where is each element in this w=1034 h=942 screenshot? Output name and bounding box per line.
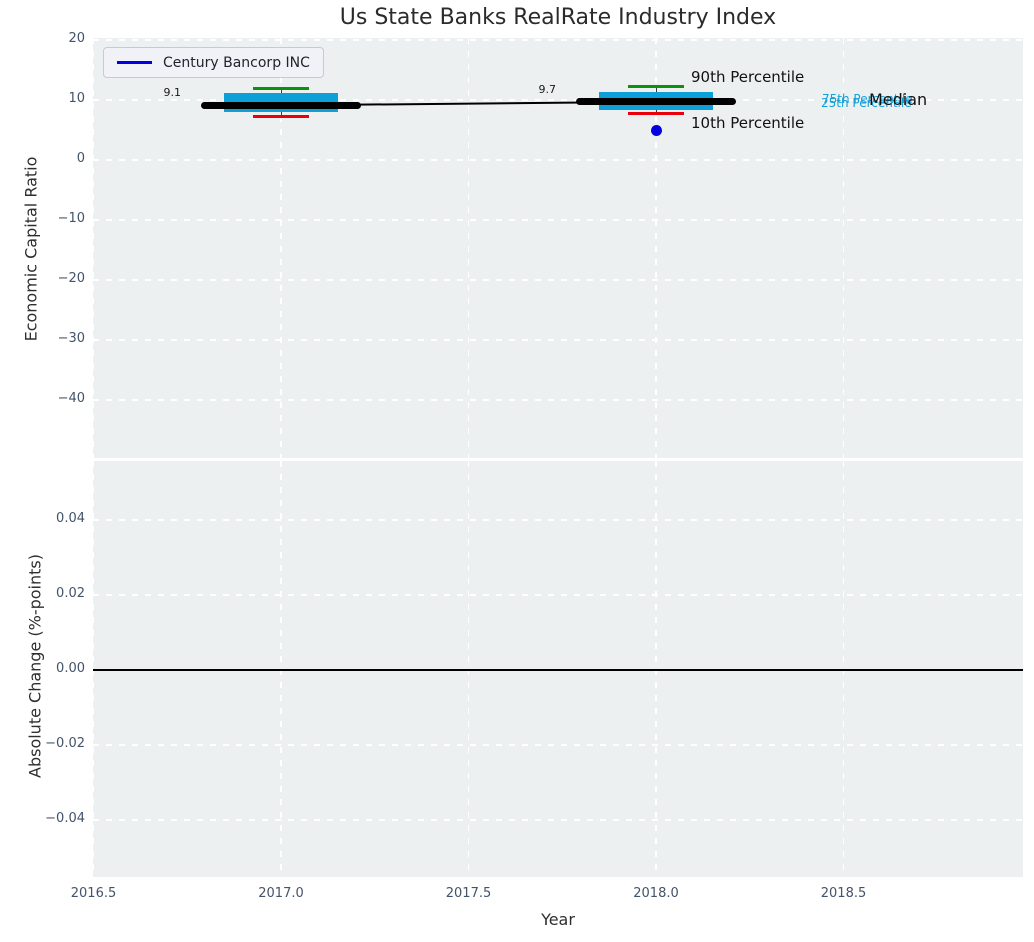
median-value-label: 9.7 [538,82,557,96]
h-gridline [93,39,1023,41]
v-gridline [842,38,844,458]
bottom-y-tick-label: 0.00 [56,661,85,676]
h-gridline [93,594,1023,596]
company-point [650,125,662,137]
top-y-tick-label: −10 [57,211,85,226]
top-y-tick-label: 0 [76,151,85,166]
top-y-tick-label: −30 [57,331,85,346]
v-gridline [280,38,282,458]
p90-whisker-cap [253,86,309,90]
x-axis-label: Year [541,910,575,929]
p10-whisker-cap [253,114,309,118]
bottom-y-tick-label: −0.02 [45,736,85,751]
h-gridline [93,279,1023,281]
top-axes: 9.1 9.7 [92,38,1023,458]
bottom-axes [92,461,1023,877]
x-tick-label: 2017.0 [258,886,304,901]
h-gridline [93,219,1023,221]
v-gridline [92,38,94,458]
bottom-y-tick-label: 0.04 [56,511,85,526]
x-tick-label: 2017.5 [445,886,492,901]
median-segment [201,101,361,109]
chart-title: Us State Banks RealRate Industry Index [339,5,777,30]
median-segment [576,98,736,106]
h-gridline [93,339,1023,341]
legend-line-icon [117,61,152,64]
zero-line [93,669,1023,671]
bottom-y-tick-label: 0.02 [56,586,85,601]
top-y-axis-label: Economic Capital Ratio [21,156,41,342]
top-y-tick-label: 10 [68,91,85,106]
annotation-90th-percentile: 90th Percentile [691,68,805,86]
h-gridline [93,99,1023,101]
annotation-10th-percentile: 10th Percentile [691,114,805,132]
legend-label: Century Bancorp INC [163,54,310,71]
h-gridline [93,399,1023,401]
x-tick-label: 2018.5 [820,886,867,901]
v-gridline [655,38,657,458]
x-tick-label: 2016.5 [70,886,117,901]
annotation-median: Median [869,90,928,109]
top-y-tick-label: 20 [68,31,85,46]
legend: Century Bancorp INC [103,47,324,78]
x-tick-label: 2018.0 [633,886,679,901]
median-value-label: 9.1 [163,86,182,100]
h-gridline [93,819,1023,821]
bottom-y-tick-label: −0.04 [45,811,85,826]
annotation-75th-percentile: 75th Percentile [822,92,913,106]
v-gridline [467,38,469,458]
annotation-25th-percentile: 25th Percentile [821,96,912,110]
h-gridline [93,519,1023,521]
h-gridline [93,159,1023,161]
h-gridline [93,744,1023,746]
top-y-tick-label: −20 [57,271,85,286]
p10-whisker-cap [628,112,684,116]
top-y-tick-label: −40 [57,391,85,406]
p90-whisker-cap [628,85,684,89]
